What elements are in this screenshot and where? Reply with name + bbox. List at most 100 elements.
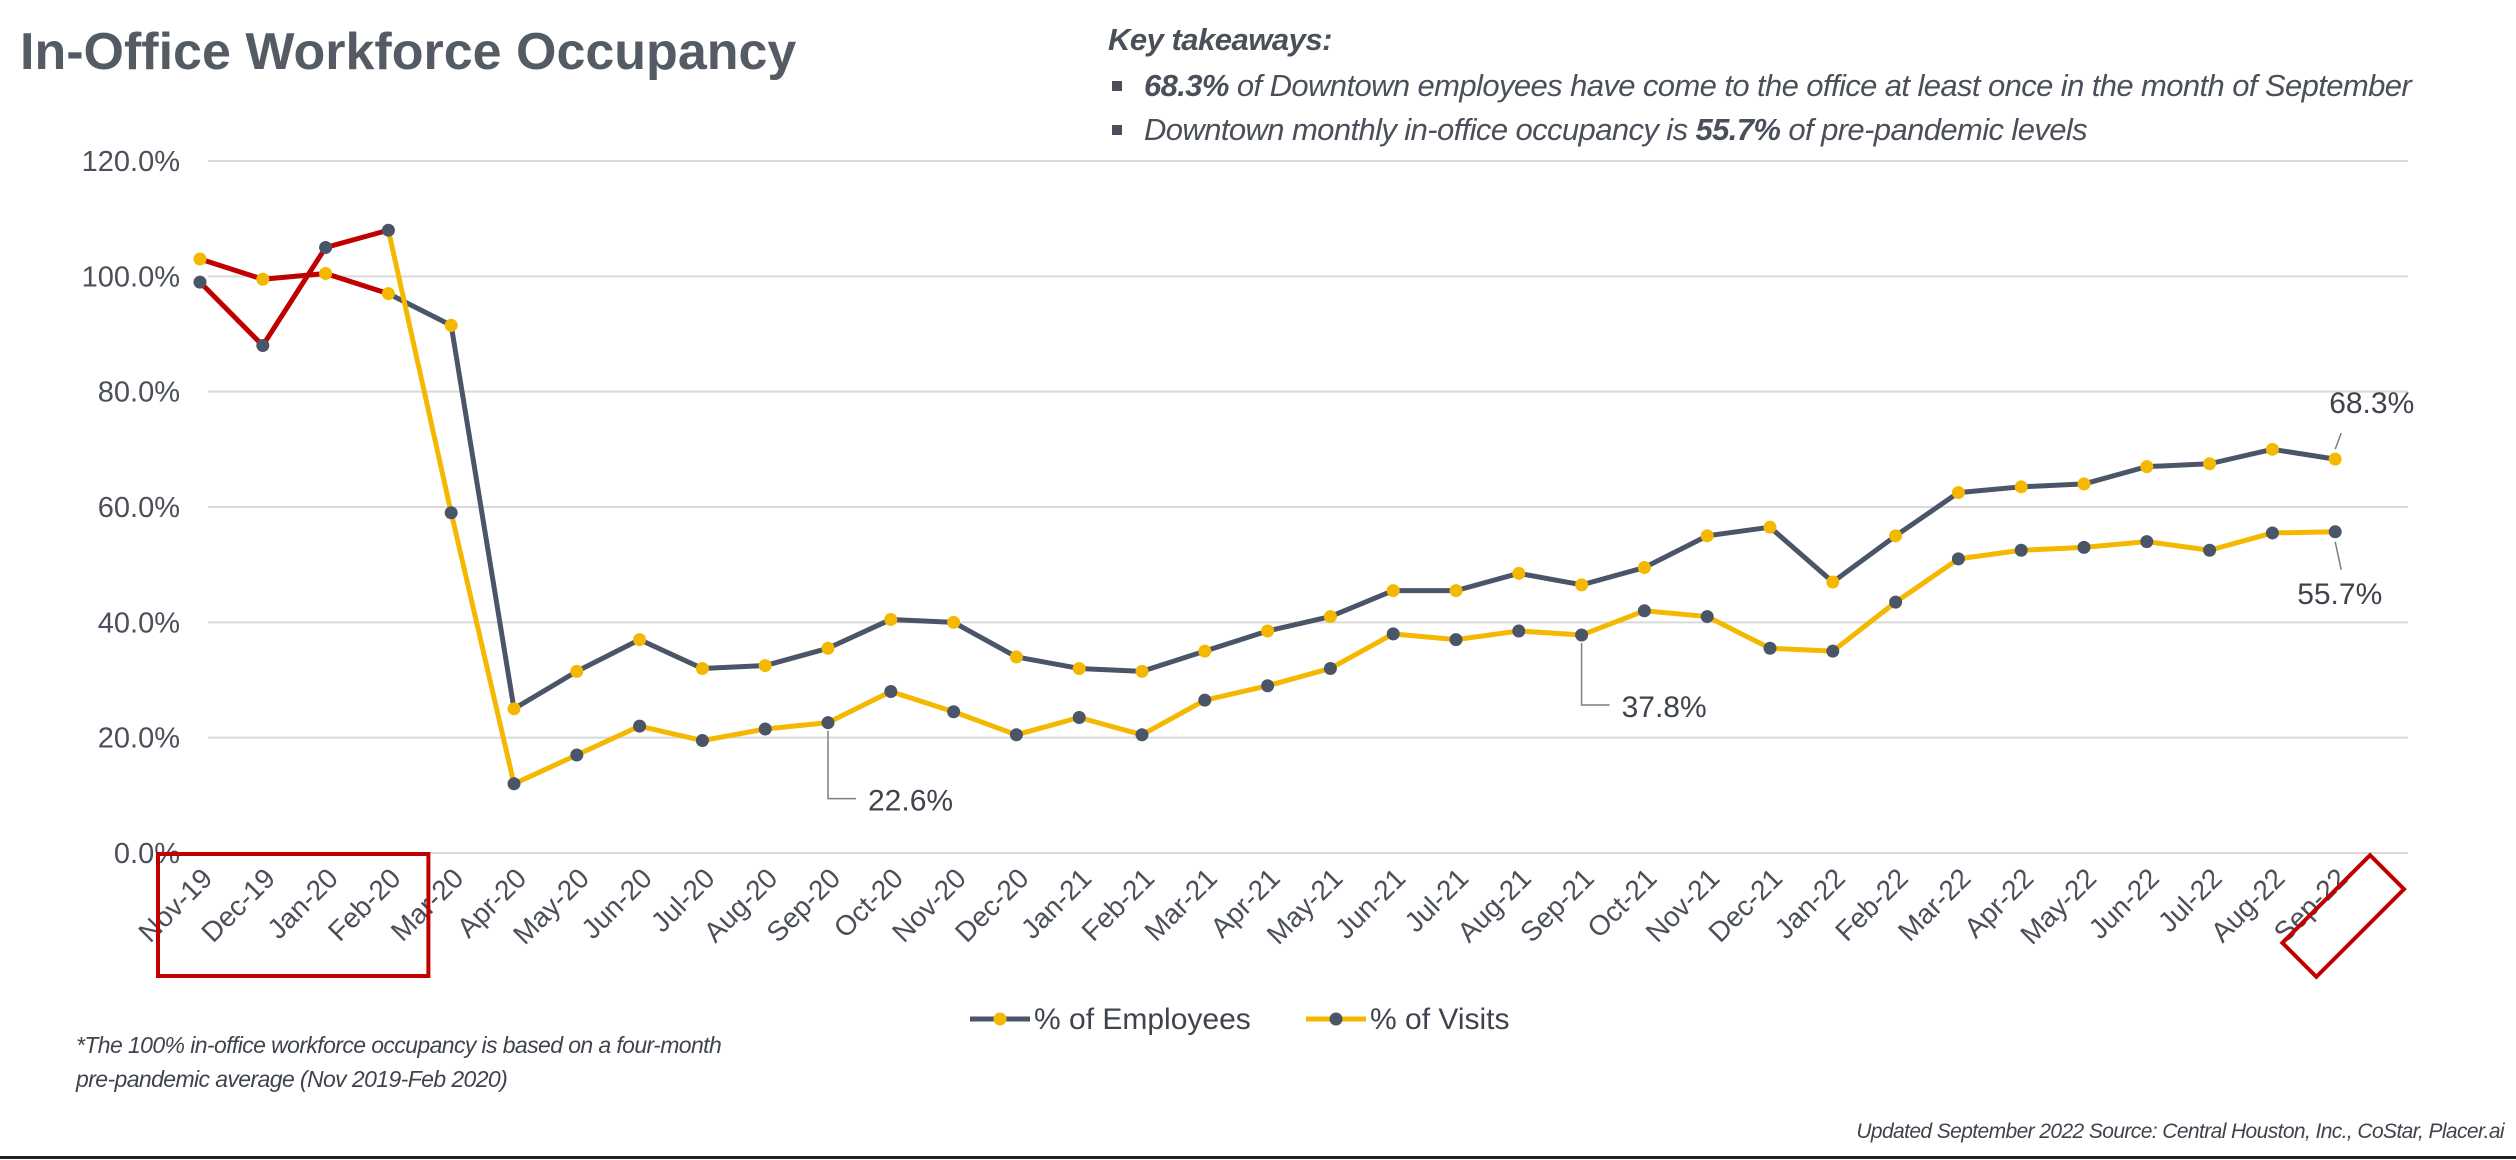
employees-point bbox=[2140, 460, 2154, 474]
visits-point bbox=[947, 705, 961, 719]
employees-point bbox=[256, 272, 270, 286]
x-tick-label: Mar-21 bbox=[1138, 862, 1223, 947]
employees-point bbox=[2203, 457, 2217, 471]
data-label-leader bbox=[2334, 541, 2342, 570]
takeaway-item: Downtown monthly in-office occupancy is … bbox=[1108, 108, 2488, 152]
data-label: 22.6% bbox=[868, 785, 953, 818]
visits-point bbox=[319, 241, 333, 254]
visits-point bbox=[1637, 604, 1651, 618]
visits-point bbox=[1009, 728, 1023, 742]
visits-point bbox=[1826, 644, 1840, 658]
visits-point bbox=[2328, 525, 2342, 539]
key-takeaways-list: 68.3% of Downtown employees have come to… bbox=[1108, 64, 2488, 152]
visits-point bbox=[381, 223, 395, 237]
employees-point bbox=[1826, 575, 1840, 589]
bottom-divider bbox=[0, 1156, 2516, 1159]
visits-point bbox=[1449, 633, 1463, 647]
visits-point bbox=[1700, 610, 1714, 624]
visits-point bbox=[570, 748, 584, 762]
legend-label: % of Employees bbox=[1034, 1003, 1251, 1036]
employees-point bbox=[1135, 664, 1149, 678]
employees-point bbox=[2077, 477, 2091, 491]
employees-point bbox=[2265, 442, 2279, 456]
bullet-icon bbox=[1112, 81, 1122, 91]
visits-point bbox=[1261, 679, 1275, 693]
visits-point bbox=[1889, 595, 1903, 609]
employees-point bbox=[1323, 610, 1337, 624]
visits-point bbox=[1951, 552, 1965, 566]
prepandemic-highlight-box bbox=[156, 852, 431, 978]
highlight-boxes bbox=[156, 852, 2407, 980]
visits-point bbox=[821, 716, 835, 730]
x-tick-label: Jun-20 bbox=[575, 862, 657, 944]
visits-point bbox=[2203, 543, 2217, 557]
employees-point bbox=[1575, 578, 1589, 592]
legend-marker-swatch bbox=[1329, 1012, 1343, 1026]
employees-point bbox=[2014, 480, 2028, 494]
footnote: *The 100% in-office workforce occupancy … bbox=[76, 1032, 722, 1092]
data-label: 55.7% bbox=[2297, 578, 2382, 611]
latest-month-highlight-box bbox=[2279, 852, 2407, 980]
data-label-leader bbox=[2334, 432, 2342, 450]
y-axis-tick-labels: 0.0%20.0%40.0%60.0%80.0%100.0%120.0% bbox=[82, 146, 180, 870]
employees-point bbox=[695, 661, 709, 675]
visits-point bbox=[444, 506, 458, 520]
y-tick-label: 40.0% bbox=[98, 607, 180, 639]
x-tick-label: Jun-21 bbox=[1329, 862, 1411, 944]
takeaway-text-pre: Downtown monthly in-office occupancy is bbox=[1144, 112, 1696, 147]
employees-point bbox=[444, 318, 458, 332]
takeaway-text: of pre-pandemic levels bbox=[1780, 112, 2088, 147]
legend-marker-swatch bbox=[993, 1012, 1007, 1026]
visits-point bbox=[1135, 728, 1149, 742]
data-label: 37.8% bbox=[1622, 691, 1707, 724]
y-tick-label: 20.0% bbox=[98, 723, 180, 755]
visits-point bbox=[193, 275, 207, 289]
x-tick-label: Mar-22 bbox=[1892, 862, 1977, 947]
page-title: In-Office Workforce Occupancy bbox=[20, 23, 797, 81]
employees-point bbox=[1512, 566, 1526, 580]
employees-line bbox=[385, 291, 2338, 712]
visits-point bbox=[2014, 543, 2028, 557]
y-tick-label: 60.0% bbox=[98, 492, 180, 524]
employees-point bbox=[1951, 486, 1965, 500]
employees-point bbox=[758, 659, 772, 673]
employees-prepandemic-line bbox=[197, 256, 391, 297]
takeaway-item: 68.3% of Downtown employees have come to… bbox=[1108, 64, 2488, 108]
employees-point bbox=[947, 615, 961, 629]
source-note: Updated September 2022 Source: Central H… bbox=[1856, 1120, 2504, 1143]
visits-point bbox=[695, 734, 709, 748]
employees-point bbox=[1072, 661, 1086, 675]
x-axis-tick-labels: Nov-19Dec-19Jan-20Feb-20Mar-20Apr-20May-… bbox=[132, 862, 2353, 950]
data-label-leader bbox=[827, 730, 856, 800]
employees-point bbox=[1700, 529, 1714, 543]
visits-point bbox=[2140, 535, 2154, 549]
visits-point bbox=[633, 719, 647, 733]
employees-point bbox=[381, 287, 395, 301]
key-takeaways: Key takeaways: 68.3% of Downtown employe… bbox=[1108, 22, 2488, 152]
employees-point bbox=[1198, 644, 1212, 658]
key-takeaways-heading: Key takeaways: bbox=[1108, 22, 1332, 57]
data-label-leader bbox=[1580, 643, 1610, 706]
chart-data-labels: 22.6% 37.8% 68.3% 55.7% bbox=[827, 387, 2414, 818]
visits-point bbox=[507, 777, 521, 791]
employees-point bbox=[570, 664, 584, 678]
employees-point bbox=[193, 252, 207, 266]
employees-point bbox=[1386, 584, 1400, 598]
employees-point bbox=[1449, 584, 1463, 598]
visits-point bbox=[1072, 710, 1086, 724]
employees-point bbox=[319, 266, 333, 280]
data-label: 68.3% bbox=[2329, 387, 2414, 420]
legend-label: % of Visits bbox=[1370, 1003, 1510, 1036]
visits-point bbox=[2265, 526, 2279, 540]
takeaway-highlight: 55.7% bbox=[1695, 112, 1781, 147]
visits-point bbox=[1763, 641, 1777, 655]
bullet-icon bbox=[1112, 125, 1122, 135]
visits-line bbox=[385, 227, 2338, 787]
visits-prepandemic-line bbox=[197, 227, 391, 349]
chart-legend: % of Employees % of Visits bbox=[970, 1003, 1510, 1036]
visits-point bbox=[1323, 661, 1337, 675]
employees-point bbox=[884, 612, 898, 626]
employees-point bbox=[1009, 650, 1023, 664]
employees-point bbox=[2328, 452, 2342, 466]
